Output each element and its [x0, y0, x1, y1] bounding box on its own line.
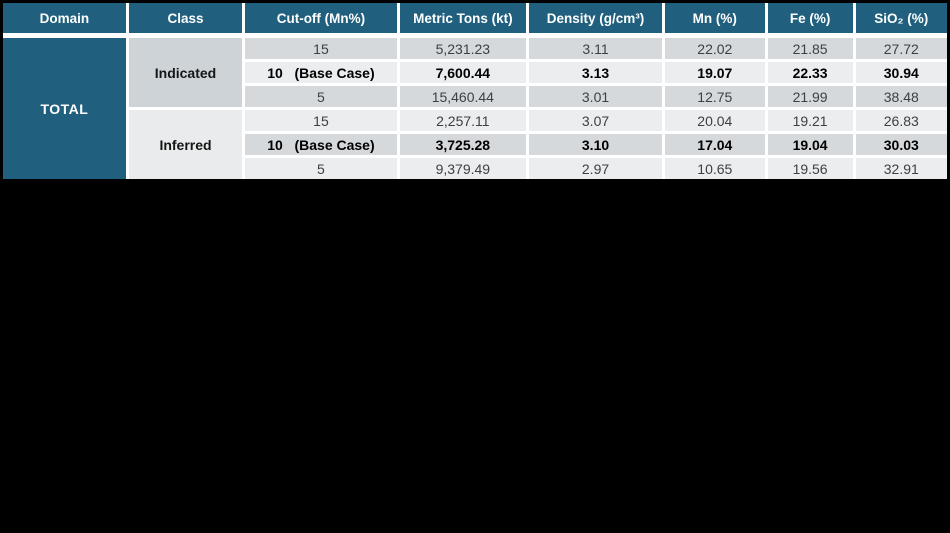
col-header-density: Density (g/cm³): [529, 3, 662, 35]
col-header-class: Class: [128, 3, 243, 35]
cell-metric-tons: 15,460.44: [399, 86, 527, 107]
cell-mn: 10.65: [664, 158, 765, 179]
table-row-inferred-basecase: 10 (Base Case) 3,725.28 3.10 17.04 19.04…: [3, 134, 947, 155]
col-header-domain: Domain: [3, 3, 126, 35]
table-row-inferred-5: 5 9,379.49 2.97 10.65 19.56 32.91: [3, 158, 947, 179]
cell-fe: 21.99: [767, 86, 853, 107]
col-header-cutoff: Cut-off (Mn%): [245, 3, 397, 35]
cell-mn: 17.04: [664, 134, 765, 155]
cell-cutoff: 10 (Base Case): [245, 62, 397, 83]
cell-metric-tons: 3,725.28: [399, 134, 527, 155]
cell-sio2: 30.94: [855, 62, 947, 83]
cell-fe: 19.04: [767, 134, 853, 155]
cell-density: 3.13: [529, 62, 662, 83]
table-row-inferred-15: Inferred 15 2,257.11 3.07 20.04 19.21 26…: [3, 110, 947, 179]
col-header-metric-tons: Metric Tons (kt): [399, 3, 527, 35]
cell-cutoff: 15: [245, 110, 397, 131]
cell-metric-tons: 2,257.11: [399, 110, 527, 131]
table-row-indicated-5: 5 15,460.44 3.01 12.75 21.99 38.48: [3, 86, 947, 107]
header-row: Domain Class Cut-off (Mn%) Metric Tons (…: [3, 3, 947, 35]
table-row-indicated-basecase: 10 (Base Case) 7,600.44 3.13 19.07 22.33…: [3, 62, 947, 83]
col-header-sio2: SiO₂ (%): [855, 3, 947, 35]
class-inferred-cell: Inferred: [128, 110, 243, 179]
col-header-mn: Mn (%): [664, 3, 765, 35]
cell-density: 2.97: [529, 158, 662, 179]
domain-total-cell: TOTAL: [3, 38, 126, 179]
cell-sio2: 32.91: [855, 158, 947, 179]
cell-cutoff: 10 (Base Case): [245, 134, 397, 155]
cell-metric-tons: 7,600.44: [399, 62, 527, 83]
cell-sio2: 27.72: [855, 38, 947, 59]
cell-mn: 12.75: [664, 86, 765, 107]
cell-density: 3.10: [529, 134, 662, 155]
cell-metric-tons: 5,231.23: [399, 38, 527, 59]
cell-cutoff: 5: [245, 158, 397, 179]
resource-estimate-table: Domain Class Cut-off (Mn%) Metric Tons (…: [3, 3, 947, 179]
cell-fe: 21.85: [767, 38, 853, 59]
cell-mn: 19.07: [664, 62, 765, 83]
cell-fe: 22.33: [767, 62, 853, 83]
cell-sio2: 38.48: [855, 86, 947, 107]
cell-density: 3.01: [529, 86, 662, 107]
cell-cutoff: 15: [245, 38, 397, 59]
mineral-resource-table: Domain Class Cut-off (Mn%) Metric Tons (…: [0, 0, 950, 182]
cell-sio2: 30.03: [855, 134, 947, 155]
cell-mn: 22.02: [664, 38, 765, 59]
cell-sio2: 26.83: [855, 110, 947, 131]
cell-density: 3.07: [529, 110, 662, 131]
cell-cutoff: 5: [245, 86, 397, 107]
cell-density: 3.11: [529, 38, 662, 59]
table-row-indicated-15: TOTAL Indicated 15 5,231.23 3.11 22.02 2…: [3, 38, 947, 179]
cell-mn: 20.04: [664, 110, 765, 131]
cell-fe: 19.56: [767, 158, 853, 179]
col-header-fe: Fe (%): [767, 3, 853, 35]
class-indicated-cell: Indicated: [128, 38, 243, 107]
cell-metric-tons: 9,379.49: [399, 158, 527, 179]
cell-fe: 19.21: [767, 110, 853, 131]
